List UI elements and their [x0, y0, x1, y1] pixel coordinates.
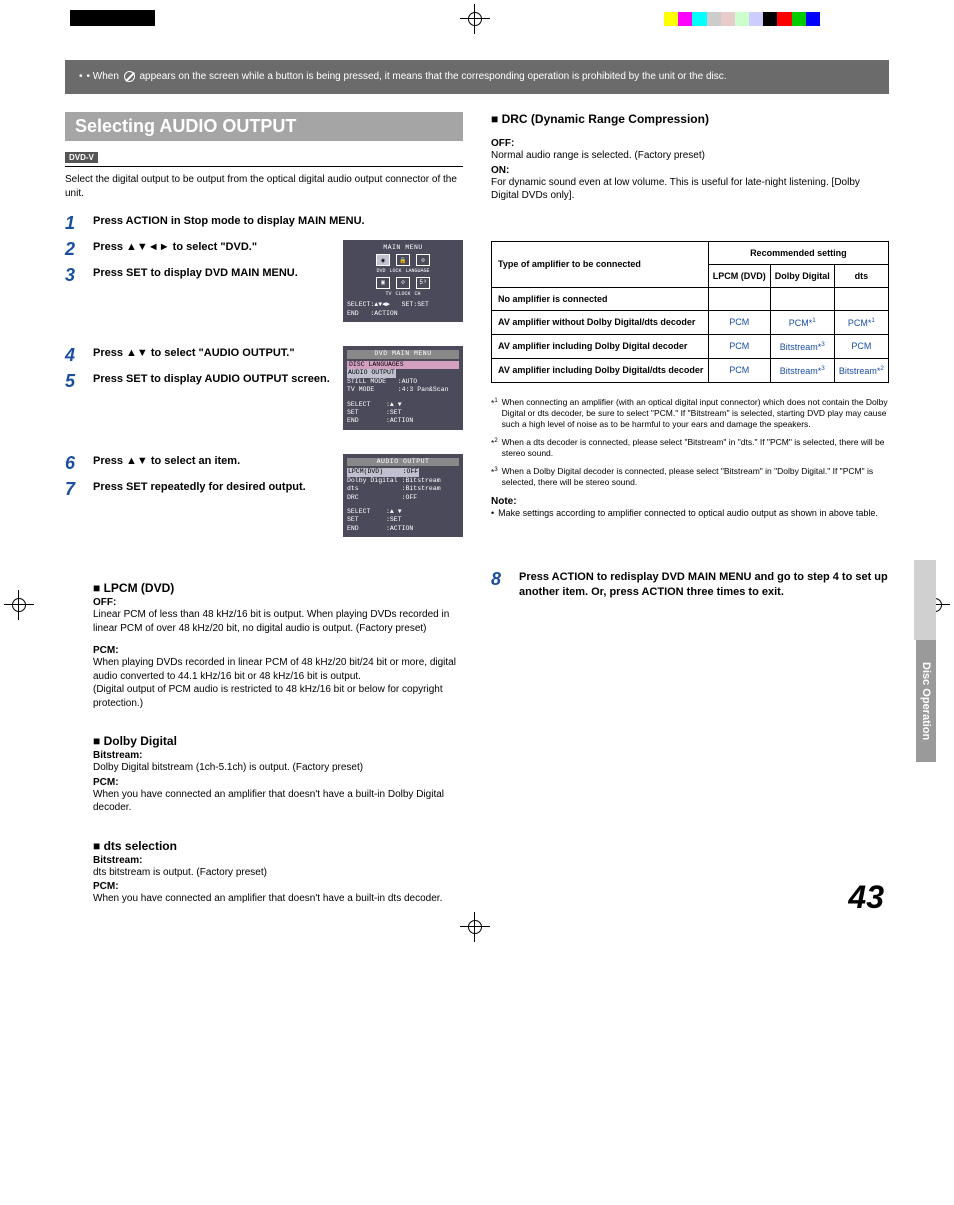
table-cell: PCM — [708, 310, 770, 334]
option-text: Dolby Digital bitstream (1ch-5.1ch) is o… — [93, 761, 463, 775]
step-4: 4 Press ▲▼ to select "AUDIO OUTPUT." — [65, 346, 331, 364]
step-1: 1 Press ACTION in Stop mode to display M… — [65, 214, 463, 232]
registration-mark — [460, 4, 490, 34]
table-row-label: AV amplifier without Dolby Digital/dts d… — [492, 310, 709, 334]
printer-color-bar — [664, 12, 834, 26]
footnote-text: When connecting an amplifier (with an op… — [502, 397, 889, 431]
step-3: 3 Press SET to display DVD MAIN MENU. — [65, 266, 331, 284]
note-heading: Note: — [491, 495, 889, 509]
prohibit-icon — [124, 71, 135, 82]
osd-main-menu: MAIN MENU ◉🔒⊜ DVD LOCK LANGUAGE ▣⊘5³ TV … — [343, 240, 463, 322]
table-cell: PCM — [708, 358, 770, 382]
step-text: Press ACTION to redisplay DVD MAIN MENU … — [519, 570, 889, 600]
side-tab-upper — [914, 560, 936, 640]
option-text: When you have connected an amplifier tha… — [93, 788, 463, 815]
step-8: 8 Press ACTION to redisplay DVD MAIN MEN… — [491, 570, 889, 600]
step-number: 6 — [65, 454, 83, 472]
option-text: Normal audio range is selected. (Factory… — [491, 149, 889, 163]
osd-audio-output: AUDIO OUTPUT LPCM(DVD) :OFF Dolby Digita… — [343, 454, 463, 538]
step-number: 5 — [65, 372, 83, 390]
amplifier-table: Type of amplifier to be connected Recomm… — [491, 241, 889, 383]
table-cell: PCM — [708, 334, 770, 358]
option-label: OFF: — [93, 597, 463, 608]
table-cell: PCM*1 — [770, 310, 834, 334]
footnotes: *1When connecting an amplifier (with an … — [491, 397, 889, 520]
lpcm-heading: LPCM (DVD) — [93, 581, 463, 595]
registration-mark — [4, 590, 34, 620]
option-label: ON: — [491, 165, 889, 176]
step-text: Press ▲▼ to select "AUDIO OUTPUT." — [93, 346, 331, 361]
step-text: Press SET to display AUDIO OUTPUT screen… — [93, 372, 331, 387]
step-text: Press ▲▼◄► to select "DVD." — [93, 240, 331, 255]
option-label: PCM: — [93, 777, 463, 788]
registration-mark — [460, 912, 490, 942]
option-text: When you have connected an amplifier tha… — [93, 892, 463, 906]
drc-heading: DRC (Dynamic Range Compression) — [491, 112, 889, 126]
option-label: Bitstream: — [93, 855, 463, 866]
step-5: 5 Press SET to display AUDIO OUTPUT scre… — [65, 372, 331, 390]
option-text: dts bitstream is output. (Factory preset… — [93, 866, 463, 880]
note-body: •Make settings according to amplifier co… — [491, 508, 889, 520]
side-tab-label: Disc Operation — [916, 640, 936, 762]
table-cell — [834, 287, 888, 310]
divider — [65, 166, 463, 167]
dolby-heading: Dolby Digital — [93, 734, 463, 748]
option-text: Linear PCM of less than 48 kHz/16 bit is… — [93, 608, 463, 635]
step-text: Press ACTION in Stop mode to display MAI… — [93, 214, 463, 229]
note-suffix: appears on the screen while a button is … — [139, 71, 726, 82]
dvd-v-badge: DVD-V — [65, 152, 98, 163]
step-text: Press SET to display DVD MAIN MENU. — [93, 266, 331, 281]
step-number: 8 — [491, 570, 509, 588]
footnote-text: When a dts decoder is connected, please … — [502, 437, 889, 460]
printer-mark-black — [70, 10, 155, 26]
step-number: 7 — [65, 480, 83, 498]
step-2: 2 Press ▲▼◄► to select "DVD." — [65, 240, 331, 258]
table-cell: Bitstream*3 — [770, 358, 834, 382]
step-number: 1 — [65, 214, 83, 232]
step-number: 4 — [65, 346, 83, 364]
option-label: OFF: — [491, 138, 889, 149]
step-text: Press SET repeatedly for desired output. — [93, 480, 331, 495]
step-7: 7 Press SET repeatedly for desired outpu… — [65, 480, 331, 498]
footnote-text: When a Dolby Digital decoder is connecte… — [502, 466, 889, 489]
table-cell: PCM — [834, 334, 888, 358]
step-number: 3 — [65, 266, 83, 284]
table-cell: PCM*1 — [834, 310, 888, 334]
table-header: Type of amplifier to be connected — [492, 241, 709, 287]
step-number: 2 — [65, 240, 83, 258]
table-header: Recommended setting — [708, 241, 888, 264]
table-col: LPCM (DVD) — [708, 264, 770, 287]
step-6: 6 Press ▲▼ to select an item. — [65, 454, 331, 472]
table-cell: Bitstream*2 — [834, 358, 888, 382]
option-text: When playing DVDs recorded in linear PCM… — [93, 656, 463, 710]
option-label: PCM: — [93, 645, 463, 656]
option-label: PCM: — [93, 881, 463, 892]
option-label: Bitstream: — [93, 750, 463, 761]
section-title: Selecting AUDIO OUTPUT — [65, 112, 463, 141]
table-cell — [770, 287, 834, 310]
table-col: dts — [834, 264, 888, 287]
table-cell — [708, 287, 770, 310]
table-row-label: AV amplifier including Dolby Digital/dts… — [492, 358, 709, 382]
note-prefix: • When — [87, 71, 119, 82]
table-row-label: No amplifier is connected — [492, 287, 709, 310]
dts-heading: dts selection — [93, 839, 463, 853]
table-col: Dolby Digital — [770, 264, 834, 287]
osd-dvd-main-menu: DVD MAIN MENU DISC LANGUAGES AUDIO OUTPU… — [343, 346, 463, 430]
warning-note: • • When appears on the screen while a b… — [65, 60, 889, 94]
table-row-label: AV amplifier including Dolby Digital dec… — [492, 334, 709, 358]
page-number: 43 — [848, 879, 884, 916]
step-text: Press ▲▼ to select an item. — [93, 454, 331, 469]
option-text: For dynamic sound even at low volume. Th… — [491, 176, 889, 203]
table-cell: Bitstream*3 — [770, 334, 834, 358]
intro-text: Select the digital output to be output f… — [65, 173, 463, 200]
